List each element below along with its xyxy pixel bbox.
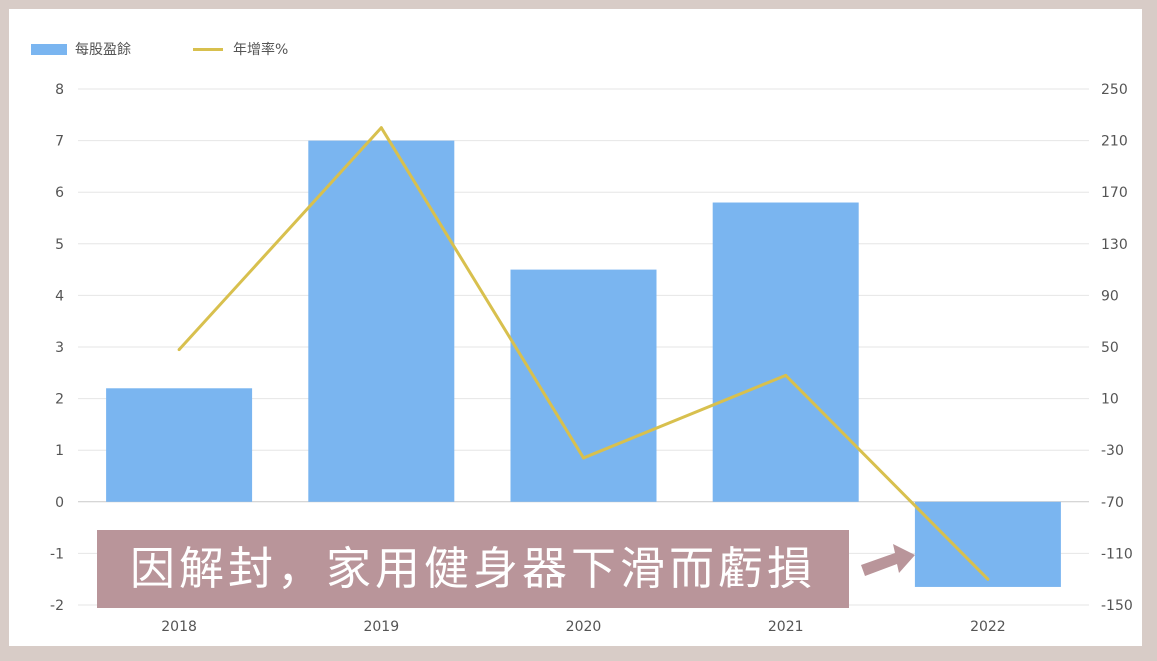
right-tick-label: 130 xyxy=(1101,237,1128,253)
x-tick-label: 2022 xyxy=(970,619,1006,635)
right-tick-label: -150 xyxy=(1101,598,1133,614)
legend-line-swatch xyxy=(193,47,223,51)
annotation-banner: 因解封，家用健身器下滑而虧損 xyxy=(97,530,849,608)
left-tick-label: 5 xyxy=(55,237,64,253)
x-axis-ticks: 2018 2019 2020 2021 2022 xyxy=(161,619,1005,635)
right-tick-label: 10 xyxy=(1101,392,1119,408)
right-axis-ticks: 250 210 170 130 90 50 10 -30 -70 -110 -150 xyxy=(1101,82,1133,614)
legend-label-eps: 每股盈餘 xyxy=(75,42,131,58)
growth-point xyxy=(177,348,181,352)
growth-line xyxy=(177,126,990,581)
left-tick-label: 8 xyxy=(55,82,64,98)
right-tick-label: 90 xyxy=(1101,288,1119,304)
left-tick-label: 6 xyxy=(55,185,64,201)
eps-bar xyxy=(106,388,253,502)
left-tick-label: 2 xyxy=(55,392,64,408)
left-tick-label: -1 xyxy=(50,546,64,562)
left-axis-ticks: 8 7 6 5 4 3 2 1 0 -1 -2 xyxy=(50,82,64,614)
growth-point xyxy=(986,577,990,581)
chart-frame: 8 7 6 5 4 3 2 1 0 -1 -2 250 210 170 130 90 50 10 -30 -70 -1… xyxy=(6,6,1145,649)
right-tick-label: -110 xyxy=(1101,546,1133,562)
left-tick-label: 3 xyxy=(55,340,64,356)
legend-item-eps[interactable]: 每股盈餘 xyxy=(31,39,131,59)
eps-bar xyxy=(510,269,657,502)
right-tick-label: 170 xyxy=(1101,185,1128,201)
legend-item-growth[interactable]: 年增率% xyxy=(193,39,288,59)
right-tick-label: 50 xyxy=(1101,340,1119,356)
right-tick-label: 250 xyxy=(1101,82,1128,98)
right-tick-label: 210 xyxy=(1101,134,1128,150)
eps-bars xyxy=(106,140,1061,587)
x-tick-label: 2019 xyxy=(363,619,399,635)
growth-point xyxy=(784,373,788,377)
eps-bar xyxy=(914,501,1061,587)
growth-point xyxy=(379,126,383,130)
eps-bar xyxy=(308,140,455,502)
left-tick-label: 1 xyxy=(55,443,64,459)
legend-bar-swatch xyxy=(31,43,67,55)
left-tick-label: -2 xyxy=(50,598,64,614)
right-tick-label: -30 xyxy=(1101,443,1124,459)
x-tick-label: 2021 xyxy=(768,619,804,635)
right-tick-label: -70 xyxy=(1101,495,1124,511)
x-tick-label: 2020 xyxy=(566,619,602,635)
eps-bar xyxy=(712,202,859,502)
arrow-icon xyxy=(861,544,915,576)
left-tick-label: 4 xyxy=(55,288,64,304)
left-tick-label: 0 xyxy=(55,495,64,511)
growth-point xyxy=(582,456,585,460)
x-tick-label: 2018 xyxy=(161,619,197,635)
left-tick-label: 7 xyxy=(55,134,64,150)
legend-label-growth: 年增率% xyxy=(233,42,289,58)
